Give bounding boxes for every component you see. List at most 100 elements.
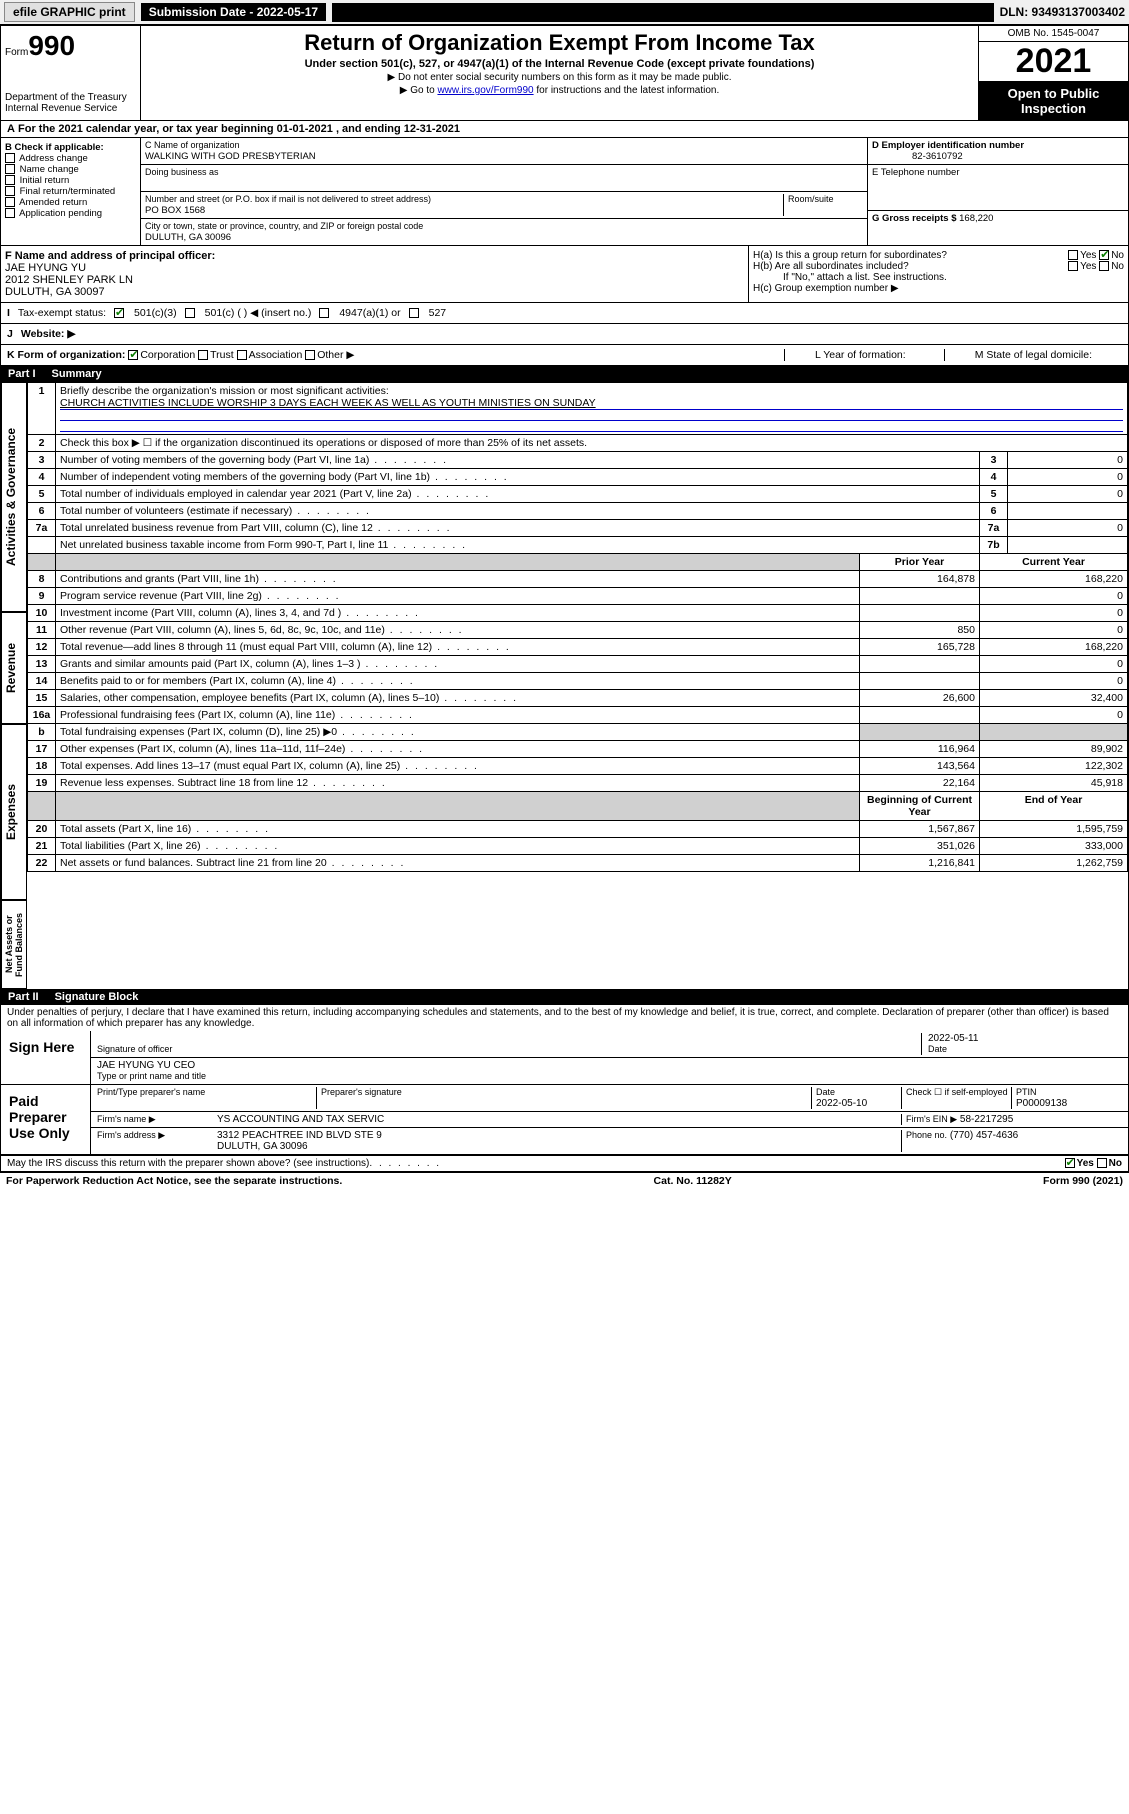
paid-prep-label: Paid Preparer Use Only	[1, 1085, 91, 1154]
sig-date: 2022-05-11	[928, 1033, 978, 1044]
chk-assoc[interactable]	[237, 350, 247, 360]
chk-501c3[interactable]	[114, 308, 124, 318]
chk-address[interactable]	[5, 153, 15, 163]
i-label: Tax-exempt status:	[18, 307, 106, 319]
chk-527[interactable]	[409, 308, 419, 318]
dba-label: Doing business as	[145, 167, 219, 177]
officer-addr1: 2012 SHENLEY PARK LN	[5, 274, 133, 286]
addr-label: Number and street (or P.O. box if mail i…	[145, 194, 431, 204]
phone-label: Phone no.	[906, 1130, 947, 1140]
part2-label: Part II	[8, 991, 39, 1003]
ha-yes[interactable]	[1068, 250, 1078, 260]
line-a-text: For the 2021 calendar year, or tax year …	[18, 123, 460, 135]
chk-name[interactable]	[5, 164, 15, 174]
pt-date: 2022-05-10	[816, 1098, 867, 1109]
discuss-no-lbl: No	[1109, 1158, 1122, 1169]
table-row: 3Number of voting members of the governi…	[28, 452, 1128, 469]
entity-block: A For the 2021 calendar year, or tax yea…	[0, 121, 1129, 366]
box-h: H(a) Is this a group return for subordin…	[748, 246, 1128, 302]
summary-table: 1 Briefly describe the organization's mi…	[27, 382, 1128, 872]
discuss-yes-lbl: Yes	[1077, 1158, 1094, 1169]
discuss-no[interactable]	[1097, 1158, 1107, 1168]
note2-post: for instructions and the latest informat…	[534, 85, 720, 96]
table-row: Net unrelated business taxable income fr…	[28, 537, 1128, 554]
phone: (770) 457-4636	[950, 1130, 1018, 1141]
efile-btn[interactable]: efile GRAPHIC print	[4, 2, 135, 22]
discuss-label: May the IRS discuss this return with the…	[7, 1158, 369, 1169]
row-hdr-net: Beginning of Current Year End of Year	[28, 792, 1128, 821]
k-opt-2: Association	[249, 349, 303, 361]
box-b: B Check if applicable: Address change Na…	[1, 138, 141, 245]
m-label: M State of legal domicile:	[944, 349, 1122, 361]
chk-501c[interactable]	[185, 308, 195, 318]
signature-block: Sign Here Signature of officer 2022-05-1…	[0, 1031, 1129, 1172]
gross-receipts: 168,220	[959, 213, 993, 224]
chk-trust[interactable]	[198, 350, 208, 360]
box-c: C Name of organizationWALKING WITH GOD P…	[141, 138, 868, 245]
part2-header: Part II Signature Block	[0, 989, 1129, 1005]
hc-label: H(c) Group exemption number ▶	[753, 283, 1124, 294]
b-opt-0: Address change	[19, 153, 88, 164]
irs-label: Internal Revenue Service	[5, 103, 136, 114]
sign-here-label: Sign Here	[1, 1031, 91, 1084]
hb-yes[interactable]	[1068, 261, 1078, 271]
dln: DLN: 93493137003402	[1000, 5, 1125, 19]
vlabel-exp: Expenses	[1, 724, 27, 900]
ha-no[interactable]	[1099, 250, 1109, 260]
b-opt-1: Name change	[20, 164, 79, 175]
chk-corp[interactable]	[128, 350, 138, 360]
discuss-yes[interactable]	[1065, 1158, 1075, 1168]
chk-4947[interactable]	[319, 308, 329, 318]
row-1: 1 Briefly describe the organization's mi…	[28, 383, 1128, 435]
firm-ein: 58-2217295	[960, 1114, 1013, 1125]
open-inspection: Open to Public Inspection	[979, 82, 1128, 120]
ein-value: 82-3610792	[872, 151, 963, 162]
chk-final[interactable]	[5, 186, 15, 196]
q2-text: Check this box ▶ ☐ if the organization d…	[56, 435, 1128, 452]
b-opt-3: Final return/terminated	[20, 186, 116, 197]
i-opt-2: 4947(a)(1) or	[339, 307, 400, 319]
hb-note: If "No," attach a list. See instructions…	[753, 272, 1124, 283]
firm-name: YS ACCOUNTING AND TAX SERVIC	[217, 1114, 902, 1125]
table-row: 16aProfessional fundraising fees (Part I…	[28, 707, 1128, 724]
form-header: Form990 Department of the Treasury Inter…	[0, 25, 1129, 121]
row-j: J Website: ▶	[1, 323, 1128, 344]
table-row: 9Program service revenue (Part VIII, lin…	[28, 588, 1128, 605]
chk-pending[interactable]	[5, 208, 15, 218]
bcde-row: B Check if applicable: Address change Na…	[1, 138, 1128, 245]
header-right: OMB No. 1545-0047 2021 Open to Public In…	[978, 26, 1128, 120]
chk-other[interactable]	[305, 350, 315, 360]
form-note2: ▶ Go to www.irs.gov/Form990 for instruct…	[145, 85, 974, 96]
ptin-label: PTIN	[1016, 1087, 1037, 1097]
penalty-text: Under penalties of perjury, I declare th…	[0, 1005, 1129, 1031]
submission-date: Submission Date - 2022-05-17	[141, 3, 326, 21]
chk-amended[interactable]	[5, 197, 15, 207]
table-row: 5Total number of individuals employed in…	[28, 486, 1128, 503]
type-name-label: Type or print name and title	[97, 1071, 206, 1081]
pt-sig-label: Preparer's signature	[321, 1087, 402, 1097]
line-a: A For the 2021 calendar year, or tax yea…	[1, 121, 1128, 138]
table-row: 14Benefits paid to or for members (Part …	[28, 673, 1128, 690]
form-note1: ▶ Do not enter social security numbers o…	[145, 72, 974, 83]
fgh-row: F Name and address of principal officer:…	[1, 245, 1128, 302]
form-ref: Form 990 (2021)	[1043, 1175, 1123, 1187]
pt-name-label: Print/Type preparer's name	[97, 1087, 205, 1097]
i-opt-0: 501(c)(3)	[134, 307, 177, 319]
irs-link[interactable]: www.irs.gov/Form990	[437, 85, 533, 96]
row-hdr-year: Prior Year Current Year	[28, 554, 1128, 571]
k-opt-1: Trust	[210, 349, 234, 361]
f-label: F Name and address of principal officer:	[5, 250, 215, 262]
table-row: 13Grants and similar amounts paid (Part …	[28, 656, 1128, 673]
col-prior: Prior Year	[860, 554, 980, 571]
col-eoy: End of Year	[980, 792, 1128, 821]
mission-text: CHURCH ACTIVITIES INCLUDE WORSHIP 3 DAYS…	[60, 397, 596, 409]
q1-label: Briefly describe the organization's miss…	[60, 385, 389, 397]
table-row: 21Total liabilities (Part X, line 26)351…	[28, 838, 1128, 855]
chk-initial[interactable]	[5, 175, 15, 185]
table-row: 6Total number of volunteers (estimate if…	[28, 503, 1128, 520]
part1-header: Part I Summary	[0, 366, 1129, 382]
b-label: B Check if applicable:	[5, 142, 104, 153]
col-boy: Beginning of Current Year	[860, 792, 980, 821]
hb-no[interactable]	[1099, 261, 1109, 271]
col-current: Current Year	[980, 554, 1128, 571]
